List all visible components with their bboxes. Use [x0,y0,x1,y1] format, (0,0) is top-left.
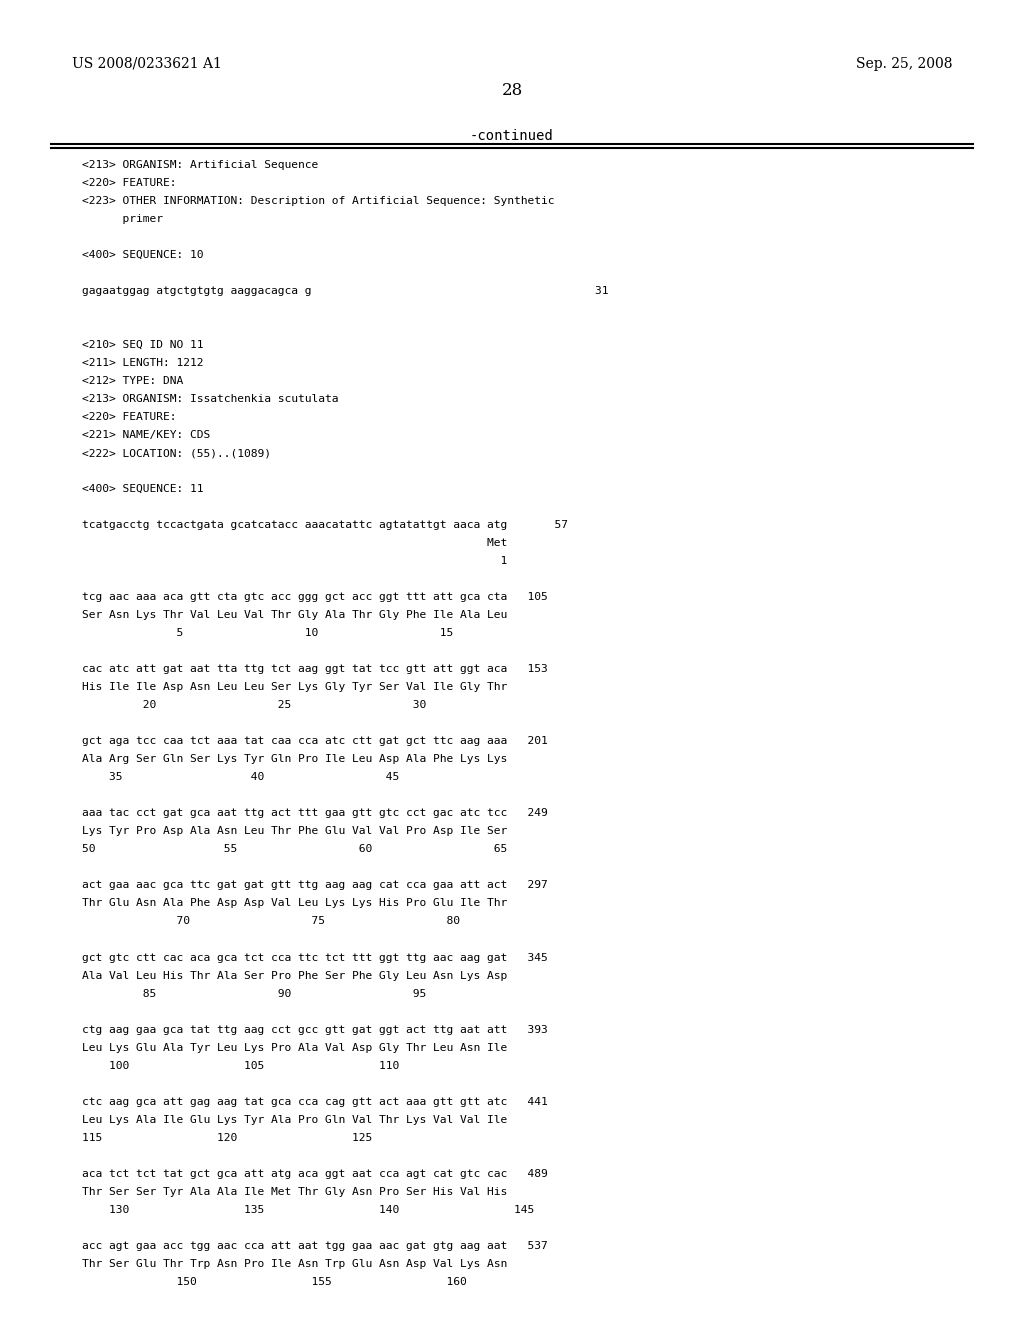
Text: Sep. 25, 2008: Sep. 25, 2008 [856,57,952,71]
Text: tcg aac aaa aca gtt cta gtc acc ggg gct acc ggt ttt att gca cta   105: tcg aac aaa aca gtt cta gtc acc ggg gct … [82,593,548,602]
Text: gct gtc ctt cac aca gca tct cca ttc tct ttt ggt ttg aac aag gat   345: gct gtc ctt cac aca gca tct cca ttc tct … [82,953,548,962]
Text: <400> SEQUENCE: 11: <400> SEQUENCE: 11 [82,484,204,494]
Text: primer: primer [82,214,163,224]
Text: Leu Lys Glu Ala Tyr Leu Lys Pro Ala Val Asp Gly Thr Leu Asn Ile: Leu Lys Glu Ala Tyr Leu Lys Pro Ala Val … [82,1043,507,1052]
Text: <222> LOCATION: (55)..(1089): <222> LOCATION: (55)..(1089) [82,447,271,458]
Text: 115                 120                 125: 115 120 125 [82,1133,372,1143]
Text: His Ile Ile Asp Asn Leu Leu Ser Lys Gly Tyr Ser Val Ile Gly Thr: His Ile Ile Asp Asn Leu Leu Ser Lys Gly … [82,682,507,692]
Text: acc agt gaa acc tgg aac cca att aat tgg gaa aac gat gtg aag aat   537: acc agt gaa acc tgg aac cca att aat tgg … [82,1241,548,1251]
Text: <213> ORGANISM: Issatchenkia scutulata: <213> ORGANISM: Issatchenkia scutulata [82,393,338,404]
Text: <221> NAME/KEY: CDS: <221> NAME/KEY: CDS [82,430,210,440]
Text: gagaatggag atgctgtgtg aaggacagca g                                          31: gagaatggag atgctgtgtg aaggacagca g 31 [82,286,608,296]
Text: <212> TYPE: DNA: <212> TYPE: DNA [82,376,183,385]
Text: 35                   40                  45: 35 40 45 [82,772,399,783]
Text: ctg aag gaa gca tat ttg aag cct gcc gtt gat ggt act ttg aat att   393: ctg aag gaa gca tat ttg aag cct gcc gtt … [82,1024,548,1035]
Text: Ala Val Leu His Thr Ala Ser Pro Phe Ser Phe Gly Leu Asn Lys Asp: Ala Val Leu His Thr Ala Ser Pro Phe Ser … [82,970,507,981]
Text: aaa tac cct gat gca aat ttg act ttt gaa gtt gtc cct gac atc tcc   249: aaa tac cct gat gca aat ttg act ttt gaa … [82,808,548,818]
Text: 70                  75                  80: 70 75 80 [82,916,460,927]
Text: 150                 155                 160: 150 155 160 [82,1276,467,1287]
Text: 28: 28 [502,82,522,99]
Text: aca tct tct tat gct gca att atg aca ggt aat cca agt cat gtc cac   489: aca tct tct tat gct gca att atg aca ggt … [82,1168,548,1179]
Text: 85                  90                  95: 85 90 95 [82,989,426,998]
Text: Met: Met [82,539,507,548]
Text: <220> FEATURE:: <220> FEATURE: [82,412,176,422]
Text: 100                 105                 110: 100 105 110 [82,1061,399,1071]
Text: Leu Lys Ala Ile Glu Lys Tyr Ala Pro Gln Val Thr Lys Val Val Ile: Leu Lys Ala Ile Glu Lys Tyr Ala Pro Gln … [82,1114,507,1125]
Text: <223> OTHER INFORMATION: Description of Artificial Sequence: Synthetic: <223> OTHER INFORMATION: Description of … [82,195,554,206]
Text: 20                  25                  30: 20 25 30 [82,700,426,710]
Text: Thr Ser Glu Thr Trp Asn Pro Ile Asn Trp Glu Asn Asp Val Lys Asn: Thr Ser Glu Thr Trp Asn Pro Ile Asn Trp … [82,1259,507,1269]
Text: 50                   55                  60                  65: 50 55 60 65 [82,845,507,854]
Text: tcatgacctg tccactgata gcatcatacc aaacatattc agtatattgt aaca atg       57: tcatgacctg tccactgata gcatcatacc aaacata… [82,520,568,531]
Text: US 2008/0233621 A1: US 2008/0233621 A1 [72,57,221,71]
Text: ctc aag gca att gag aag tat gca cca cag gtt act aaa gtt gtt atc   441: ctc aag gca att gag aag tat gca cca cag … [82,1097,548,1106]
Text: Thr Glu Asn Ala Phe Asp Asp Val Leu Lys Lys His Pro Glu Ile Thr: Thr Glu Asn Ala Phe Asp Asp Val Leu Lys … [82,899,507,908]
Text: <211> LENGTH: 1212: <211> LENGTH: 1212 [82,358,204,368]
Text: cac atc att gat aat tta ttg tct aag ggt tat tcc gtt att ggt aca   153: cac atc att gat aat tta ttg tct aag ggt … [82,664,548,675]
Text: <400> SEQUENCE: 10: <400> SEQUENCE: 10 [82,249,204,260]
Text: <213> ORGANISM: Artificial Sequence: <213> ORGANISM: Artificial Sequence [82,160,318,170]
Text: 130                 135                 140                 145: 130 135 140 145 [82,1205,535,1214]
Text: Lys Tyr Pro Asp Ala Asn Leu Thr Phe Glu Val Val Pro Asp Ile Ser: Lys Tyr Pro Asp Ala Asn Leu Thr Phe Glu … [82,826,507,837]
Text: act gaa aac gca ttc gat gat gtt ttg aag aag cat cca gaa att act   297: act gaa aac gca ttc gat gat gtt ttg aag … [82,880,548,891]
Text: 5                  10                  15: 5 10 15 [82,628,454,638]
Text: Thr Ser Ser Tyr Ala Ala Ile Met Thr Gly Asn Pro Ser His Val His: Thr Ser Ser Tyr Ala Ala Ile Met Thr Gly … [82,1187,507,1197]
Text: -continued: -continued [470,129,554,144]
Text: Ala Arg Ser Gln Ser Lys Tyr Gln Pro Ile Leu Asp Ala Phe Lys Lys: Ala Arg Ser Gln Ser Lys Tyr Gln Pro Ile … [82,754,507,764]
Text: gct aga tcc caa tct aaa tat caa cca atc ctt gat gct ttc aag aaa   201: gct aga tcc caa tct aaa tat caa cca atc … [82,737,548,746]
Text: <210> SEQ ID NO 11: <210> SEQ ID NO 11 [82,341,204,350]
Text: 1: 1 [82,556,507,566]
Text: <220> FEATURE:: <220> FEATURE: [82,178,176,187]
Text: Ser Asn Lys Thr Val Leu Val Thr Gly Ala Thr Gly Phe Ile Ala Leu: Ser Asn Lys Thr Val Leu Val Thr Gly Ala … [82,610,507,620]
